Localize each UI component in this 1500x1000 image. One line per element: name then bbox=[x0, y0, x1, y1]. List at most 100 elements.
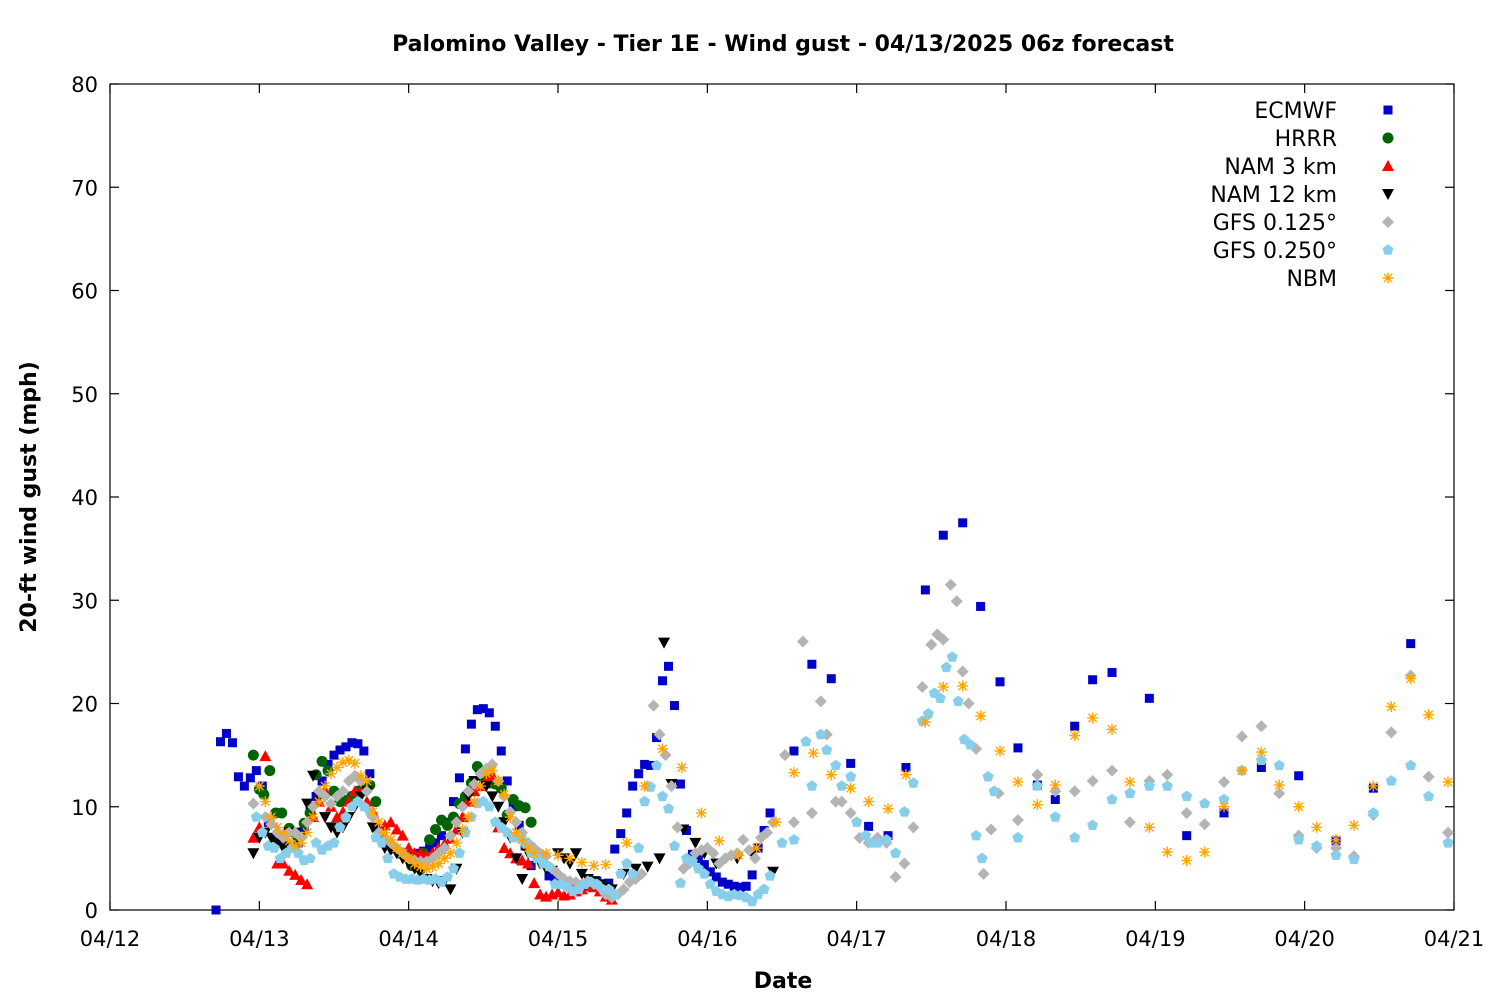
data-point-nbm bbox=[498, 788, 510, 800]
data-point-ecmwf bbox=[335, 745, 345, 755]
data-point-gfs-0-125 bbox=[814, 695, 827, 708]
data-point-nam-3-km bbox=[283, 864, 296, 876]
legend-marker-hrrr bbox=[1382, 132, 1394, 144]
data-point-ecmwf bbox=[675, 779, 685, 789]
data-point-gfs-0-250 bbox=[382, 852, 394, 864]
x-tick-label: 04/21 bbox=[1424, 927, 1485, 951]
data-point-nam-12-km bbox=[486, 791, 499, 803]
data-point-nam-12-km bbox=[444, 884, 457, 896]
data-point-nbm bbox=[265, 811, 277, 823]
data-point-nbm bbox=[937, 681, 949, 693]
y-tick-label: 80 bbox=[71, 73, 98, 97]
data-point-gfs-0-250 bbox=[776, 837, 788, 848]
data-point-ecmwf bbox=[251, 766, 261, 776]
data-point-ecmwf bbox=[359, 746, 369, 756]
data-point-gfs-0-125 bbox=[653, 728, 666, 741]
data-point-ecmwf bbox=[216, 737, 226, 747]
data-point-hrrr bbox=[441, 819, 453, 831]
data-point-gfs-0-250 bbox=[442, 871, 453, 882]
data-point-ecmwf bbox=[616, 829, 626, 839]
legend-label-gfs-0-125: GFS 0.125° bbox=[1213, 211, 1337, 236]
data-point-nam-3-km bbox=[301, 878, 314, 890]
data-point-gfs-0-125 bbox=[749, 852, 762, 865]
data-point-gfs-0-250 bbox=[376, 837, 388, 848]
data-point-gfs-0-125 bbox=[950, 595, 963, 608]
data-point-nam-3-km bbox=[552, 886, 564, 898]
data-point-gfs-0-250 bbox=[1012, 831, 1024, 843]
data-point-gfs-0-250 bbox=[1405, 759, 1417, 771]
data-point-nbm bbox=[1442, 776, 1454, 788]
data-point-nbm bbox=[807, 747, 819, 759]
data-point-nbm bbox=[882, 803, 894, 815]
data-point-ecmwf bbox=[1013, 743, 1023, 753]
data-point-ecmwf bbox=[460, 744, 470, 754]
data-point-gfs-0-250 bbox=[1199, 797, 1211, 809]
data-point-gfs-0-250 bbox=[940, 661, 952, 673]
data-point-nbm bbox=[588, 860, 600, 872]
data-point-ecmwf bbox=[437, 831, 447, 841]
legend-label-nam-12-km: NAM 12 km bbox=[1210, 183, 1337, 208]
data-point-gfs-0-250 bbox=[952, 695, 964, 707]
x-axis-title: Date bbox=[754, 969, 813, 994]
data-point-nbm bbox=[462, 811, 474, 823]
data-point-nbm bbox=[486, 765, 498, 777]
data-point-ecmwf bbox=[807, 659, 817, 669]
data-point-gfs-0-125 bbox=[977, 867, 990, 880]
data-point-ecmwf bbox=[995, 677, 1005, 687]
x-tick-label: 04/17 bbox=[826, 927, 887, 951]
data-point-gfs-0-125 bbox=[1273, 787, 1286, 800]
y-tick-label: 70 bbox=[71, 176, 98, 200]
data-point-gfs-0-125 bbox=[944, 578, 957, 591]
data-point-gfs-0-250 bbox=[934, 692, 946, 703]
data-point-gfs-0-125 bbox=[1106, 764, 1119, 777]
x-tick-label: 04/16 bbox=[677, 927, 738, 951]
legend-label-hrrr: HRRR bbox=[1275, 127, 1337, 152]
data-point-nbm bbox=[975, 710, 987, 722]
y-tick-label: 50 bbox=[71, 383, 98, 407]
legend-label-gfs-0-250: GFS 0.250° bbox=[1213, 239, 1337, 264]
y-tick-label: 0 bbox=[85, 899, 98, 923]
data-point-gfs-0-250 bbox=[1348, 853, 1360, 865]
data-point-gfs-0-125 bbox=[1011, 814, 1024, 827]
data-point-gfs-0-125 bbox=[456, 800, 469, 813]
legend-marker-gfs-0-250 bbox=[1382, 244, 1394, 255]
data-point-nbm bbox=[331, 762, 343, 774]
data-point-nbm bbox=[337, 756, 349, 768]
data-point-gfs-0-125 bbox=[898, 857, 911, 870]
data-point-gfs-0-250 bbox=[982, 771, 994, 782]
data-point-nbm bbox=[439, 852, 451, 864]
data-point-ecmwf bbox=[484, 708, 494, 718]
data-point-gfs-0-250 bbox=[1124, 787, 1136, 798]
data-point-gfs-0-125 bbox=[665, 780, 678, 793]
data-point-nbm bbox=[788, 767, 800, 779]
data-point-nbm bbox=[751, 842, 763, 854]
data-markers bbox=[211, 518, 1455, 915]
data-point-nbm bbox=[639, 780, 651, 792]
data-point-ecmwf bbox=[1294, 771, 1304, 781]
data-point-ecmwf bbox=[365, 769, 375, 779]
data-point-gfs-0-250 bbox=[890, 847, 901, 858]
data-point-gfs-0-250 bbox=[639, 795, 651, 807]
data-point-nbm bbox=[1012, 776, 1024, 788]
data-point-nbm bbox=[919, 716, 931, 728]
data-point-nbm bbox=[733, 849, 745, 861]
data-point-gfs-0-125 bbox=[1218, 775, 1231, 788]
data-point-nbm bbox=[319, 780, 331, 792]
data-point-gfs-0-125 bbox=[707, 847, 720, 860]
data-point-gfs-0-125 bbox=[444, 829, 457, 842]
data-point-ecmwf bbox=[317, 776, 327, 786]
data-point-gfs-0-250 bbox=[976, 852, 988, 864]
data-point-gfs-0-125 bbox=[889, 870, 902, 883]
data-point-ecmwf bbox=[1406, 639, 1416, 649]
data-point-gfs-0-250 bbox=[1367, 807, 1379, 818]
data-point-nbm bbox=[1273, 779, 1285, 791]
data-point-ecmwf bbox=[425, 843, 435, 853]
data-point-nbm bbox=[1255, 746, 1267, 758]
data-point-nbm bbox=[1049, 779, 1061, 791]
data-point-gfs-0-250 bbox=[970, 829, 982, 841]
data-point-gfs-0-250 bbox=[788, 834, 800, 845]
x-tick-label: 04/14 bbox=[378, 927, 439, 951]
data-point-hrrr bbox=[370, 796, 382, 808]
data-point-gfs-0-250 bbox=[698, 868, 710, 879]
data-point-gfs-0-250 bbox=[483, 801, 495, 812]
